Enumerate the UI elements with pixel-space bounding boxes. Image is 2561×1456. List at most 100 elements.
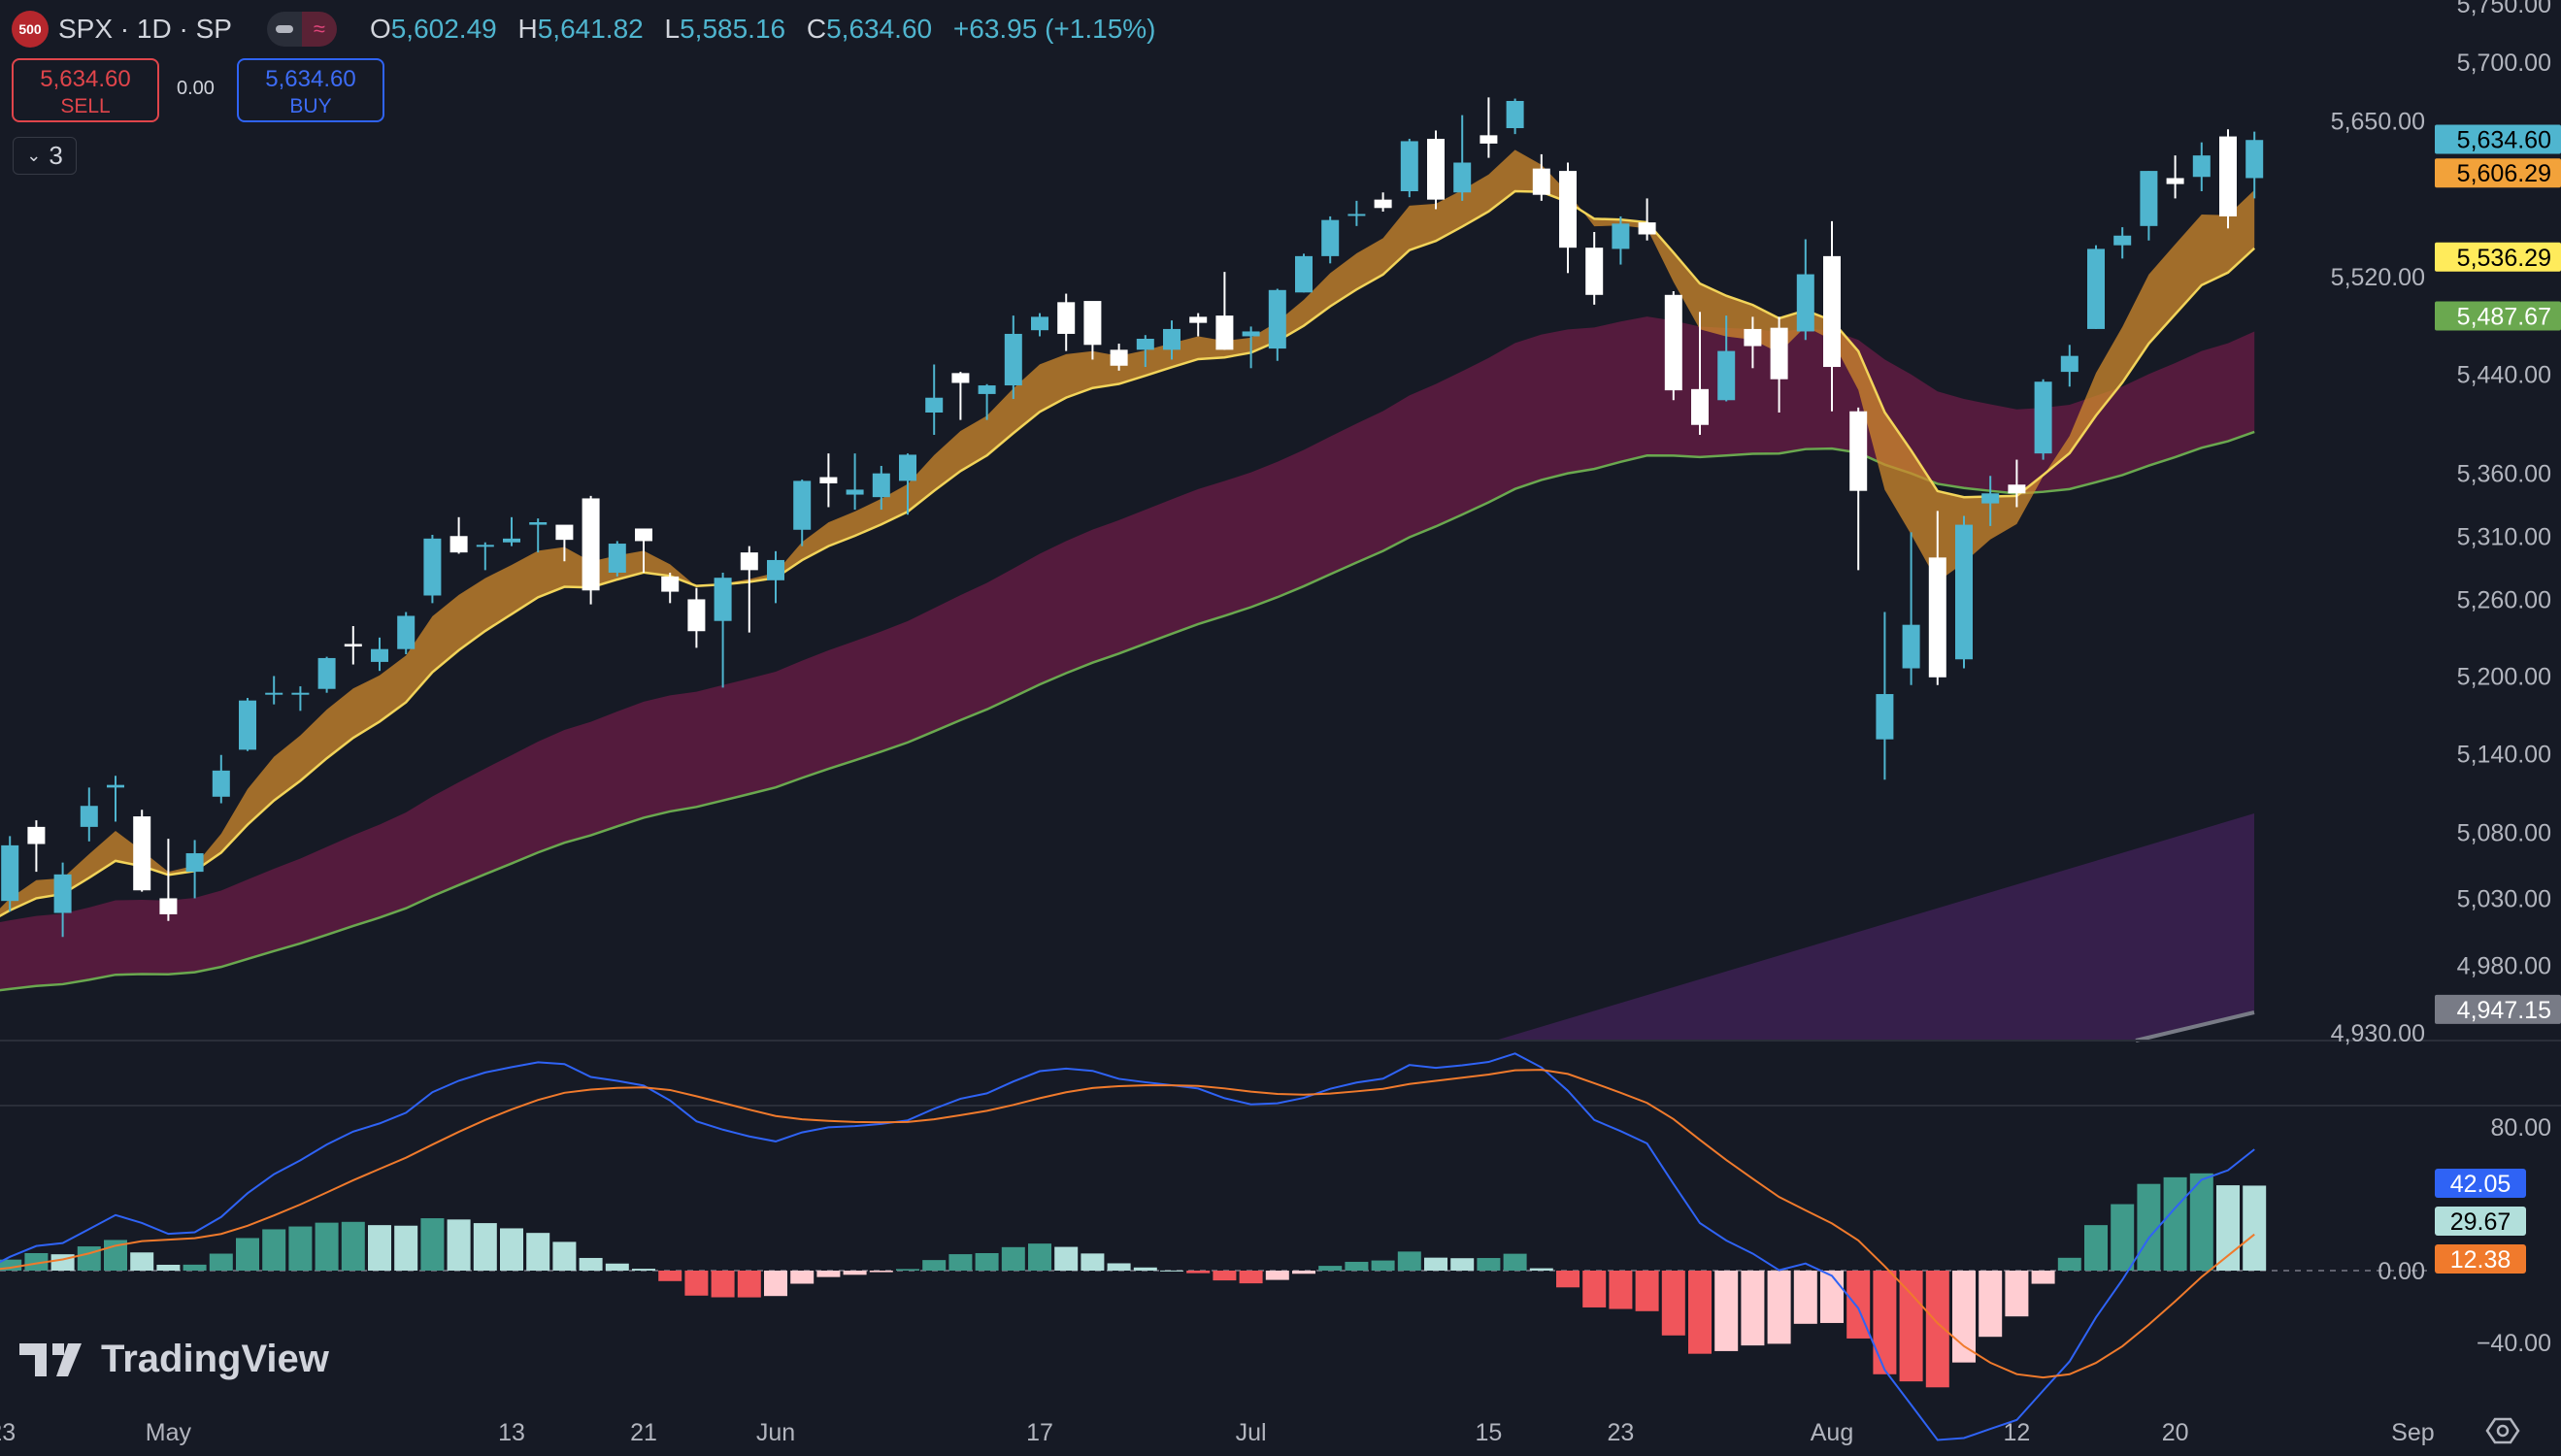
price-axis-label: 5,700.00 [2457,50,2551,77]
macd-histogram-bar [2137,1183,2161,1271]
macd-histogram-bar [526,1233,550,1271]
macd-badge [2435,1169,2526,1198]
macd-histogram-bar [1609,1271,1633,1309]
price-axis-label: 4,980.00 [2457,952,2551,979]
macd-histogram-bar [1186,1271,1211,1274]
symbol-title[interactable]: SPX · 1D · SP [58,14,232,44]
spread-value: 0.00 [177,78,215,99]
candle-body [1400,141,1418,192]
candle-body [555,524,574,541]
ohlc-readout: O5,602.49 H5,641.82 L5,585.16 C5,634.60 … [370,14,1170,45]
price-axis-label: 5,080.00 [2457,819,2551,846]
candle-body [1849,411,1868,491]
candle-body [1347,214,1366,216]
macd-histogram-bar [764,1271,787,1297]
macd-histogram-bar [262,1229,286,1271]
sell-button[interactable]: 5,634.60 SELL [12,58,159,122]
candle-body [1374,199,1392,209]
macd-badge-label: 12.38 [2450,1246,2511,1274]
indicators-collapse-button[interactable]: ⌄ 3 [13,137,77,175]
macd-histogram-bar [473,1223,497,1271]
settings-icon[interactable] [2485,1417,2520,1444]
price-badge [2435,242,2561,272]
candle-body [793,480,812,530]
price-axis-label: 5,200.00 [2457,663,2551,690]
candle-body [819,477,838,483]
macd-histogram-bar [2111,1204,2135,1271]
macd-histogram-bar [2163,1176,2187,1271]
buy-button[interactable]: 5,634.60 BUY [237,58,384,122]
candle-body [608,544,626,573]
market-status-toggle[interactable]: ≈ [266,12,337,47]
fast-ribbon-line [0,189,2256,917]
symbol-logo: 500 [12,11,49,48]
macd-histogram-bar [2189,1173,2213,1271]
slow-ribbon [0,316,2255,991]
close-label: C [806,14,827,44]
macd-histogram-bar [975,1252,999,1271]
time-axis[interactable]: 23 May 13 21 Jun 17 Jul 15 23 Aug 12 20 Sep [0,1419,2435,1446]
candle-body [1,844,19,902]
candle-body [265,692,283,695]
candle-body [1004,333,1022,386]
candle-body [397,615,416,649]
macd-histogram-bar [1873,1271,1897,1374]
candle-body [1770,327,1788,380]
candle-body [2008,484,2026,494]
price-axis-label: 5,030.00 [2457,885,2551,912]
long-term-line [2135,1010,2255,1042]
macd-histogram-bar [1952,1271,1976,1363]
buy-price: 5,634.60 [265,66,356,92]
macd-histogram-bar [843,1271,867,1275]
candle-body [317,657,336,689]
signal-line [0,1069,2255,1379]
macd-badge-label: 42.05 [2450,1171,2511,1198]
candle-body [899,454,916,481]
candle-body [27,826,46,844]
macd-histogram-bar [1793,1271,1817,1324]
candle-body [1823,255,1841,368]
candle-body [239,700,256,750]
macd-histogram-bar [1054,1246,1079,1271]
macd-histogram-bar [1741,1271,1765,1346]
candle-body [1902,624,1920,669]
candle-body [661,576,680,592]
macd-histogram-bar [1688,1271,1712,1354]
macd-histogram-bar [1318,1266,1343,1271]
macd-histogram-bar [632,1269,655,1271]
candle-body [185,853,204,873]
candle-body [951,373,970,383]
candle-body [1928,557,1946,678]
macd-histogram-bar [1635,1271,1659,1311]
macd-histogram-bar [1820,1271,1844,1323]
candle-body [107,784,124,788]
tradingview-logo[interactable]: TradingView [19,1338,329,1381]
candle-body [1268,289,1286,349]
time-axis-label: May [146,1419,192,1446]
candle-body [133,816,151,891]
macd-histogram-bar [420,1218,445,1271]
macd-histogram-bar [1265,1271,1289,1280]
candle-body [80,806,98,827]
price-axis[interactable]: 5,750.00 5,700.00 5,650.00 5,520.00 5,440.00… [2331,0,2561,1047]
low-label: L [664,14,681,44]
price-axis-label: 5,310.00 [2457,523,2551,550]
candle-body [1638,222,1656,235]
candle-body [1876,694,1894,740]
macd-histogram-bar [183,1264,207,1271]
macd-histogram-bar [1397,1251,1421,1271]
macd-histogram-bar [658,1271,682,1281]
candle-body [1585,248,1604,295]
price-axis-label: 4,930.00 [2331,1020,2425,1047]
candle-body [53,874,72,913]
high-label: H [517,14,538,44]
time-axis-label: Sep [2391,1419,2434,1446]
macd-histogram-bar [1925,1271,1949,1388]
macd-histogram-bar [1345,1261,1369,1271]
candle-body [2166,178,2184,184]
macd-histogram-bar [605,1263,629,1271]
price-badge [2435,158,2561,188]
macd-histogram-bar [948,1254,973,1271]
candle-body [1189,316,1208,323]
